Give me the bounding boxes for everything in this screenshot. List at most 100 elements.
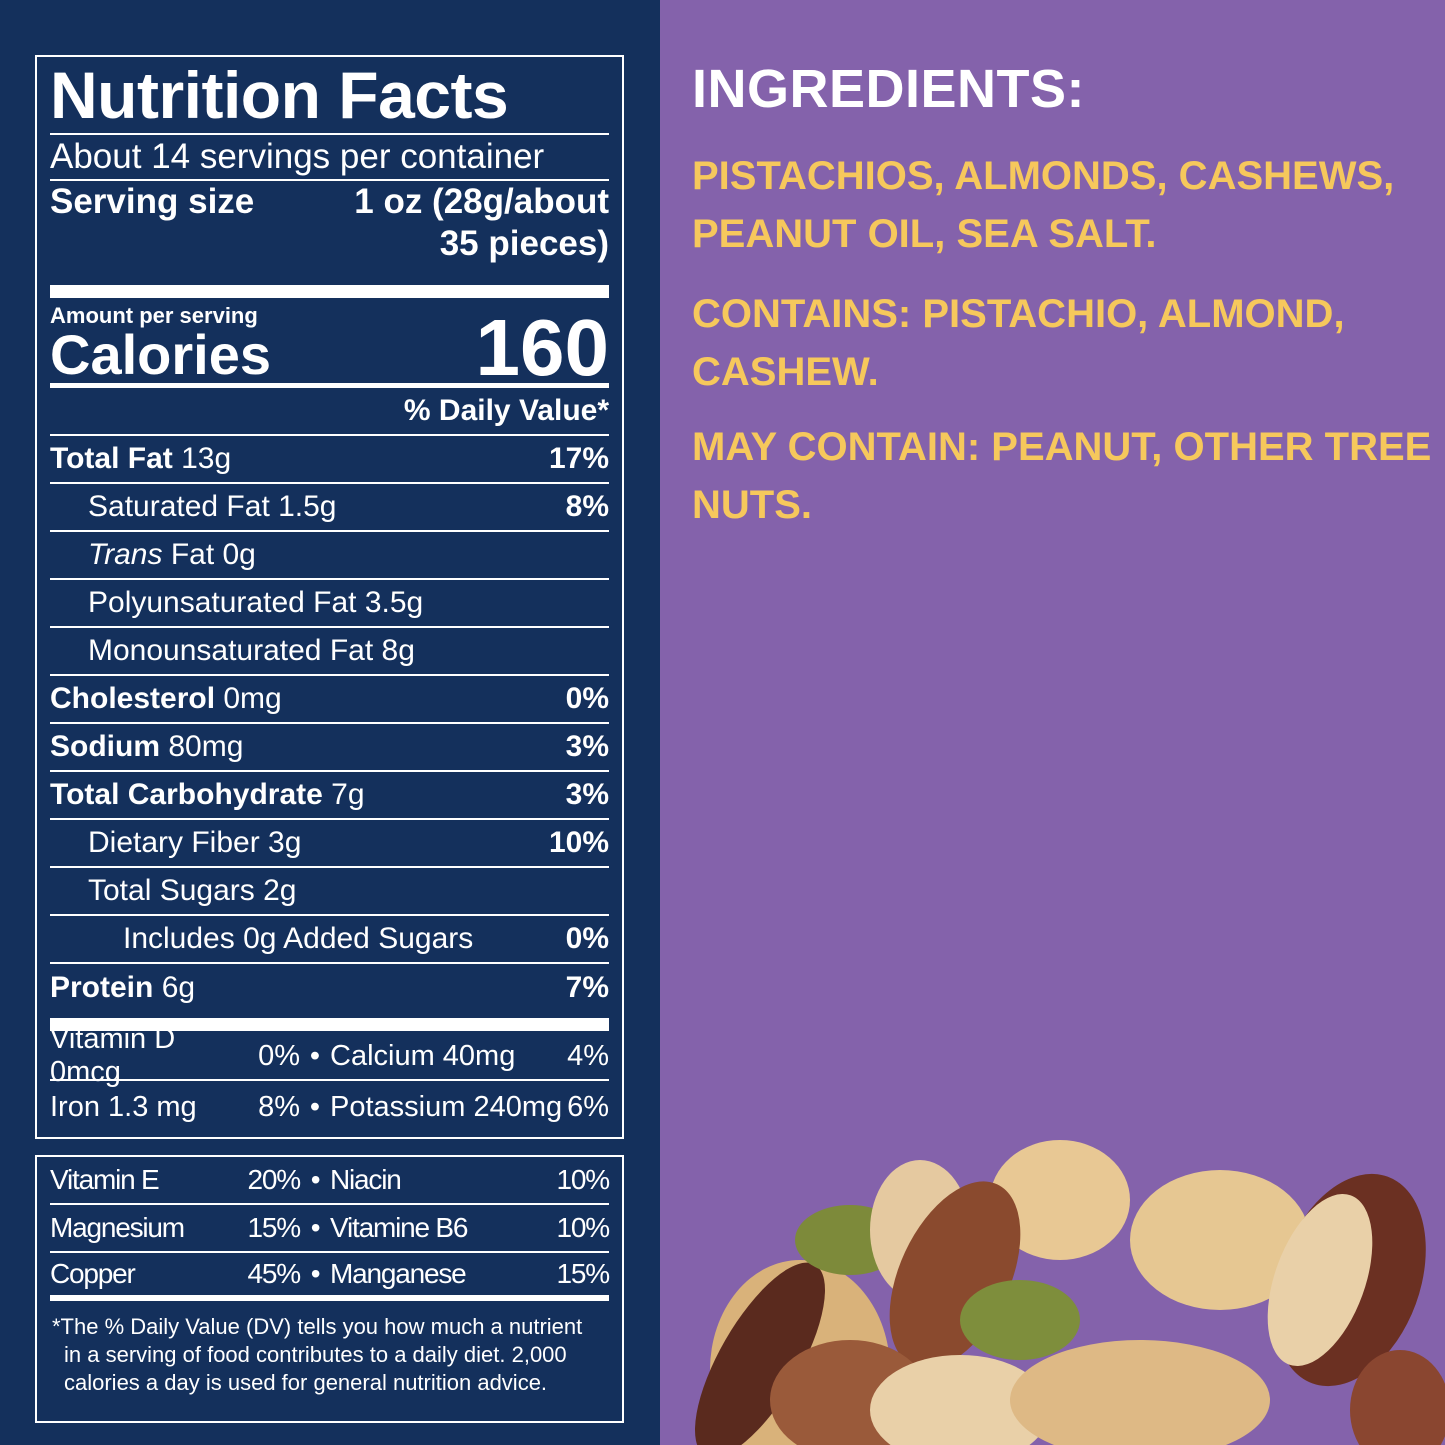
calories-label: Calories — [50, 323, 271, 386]
calories-row: Calories 160 — [50, 308, 609, 388]
nutrient-amount: 13g — [181, 442, 232, 475]
amount-per-serving: Amount per serving — [50, 303, 258, 328]
nutrition-facts-label: Nutrition Facts About 14 servings per co… — [35, 55, 624, 1139]
divider-thick — [50, 285, 609, 298]
micronutrient-row: Vitamin D 0mcg 0% • Calcium 40mg 4% — [50, 1023, 609, 1088]
bullet: • — [309, 1090, 321, 1123]
micronutrient-name: Vitamine B6 — [330, 1212, 468, 1243]
nutrient-row: Trans Fat 0g — [50, 532, 609, 580]
nutrition-panel: Nutrition Facts About 14 servings per co… — [0, 0, 660, 1445]
nutrient-dv: 8% — [565, 490, 609, 523]
nutrient-label: Total Fat 13g — [50, 442, 231, 476]
nutrient-row: Dietary Fiber 3g 10% — [50, 820, 609, 868]
daily-value-header: % Daily Value* — [50, 388, 609, 436]
nutrient-row: Protein 6g 7% — [50, 964, 609, 1012]
serving-size-value: 1 oz (28g/about — [354, 182, 609, 221]
nutrient-label: Saturated Fat 1.5g — [50, 490, 337, 524]
nutrient-label: Sodium 80mg — [50, 730, 243, 764]
micronutrient-name: Vitamin E — [50, 1164, 160, 1195]
nutrient-amount: 6g — [161, 971, 196, 1004]
nutrient-dv: 17% — [548, 442, 609, 475]
micronutrient-dv: 20% — [247, 1164, 302, 1195]
nutrition-title: Nutrition Facts — [50, 57, 609, 135]
micronutrient-name: Magnesium — [50, 1212, 185, 1243]
nutrient-name: Monounsaturated Fat 8g — [88, 634, 415, 667]
supplemental-nutrients: Vitamin E 20% • Niacin 10% Magnesium 15% • Vitam… — [35, 1155, 624, 1423]
ingredients-title: INGREDIENTS: — [692, 59, 1086, 119]
may-contain-allergens: MAY CONTAIN: PEANUT, OTHER TREE NUTS. — [692, 425, 1432, 527]
nutrient-label: Monounsaturated Fat 8g — [50, 634, 415, 668]
nutrient-dv: 3% — [565, 778, 609, 811]
micronutrient-name: Vitamin D 0mcg — [50, 1023, 176, 1088]
nutrient-label: Dietary Fiber 3g — [50, 826, 301, 860]
nutrient-amount: 0mg — [223, 682, 282, 715]
nutrient-dv: 0% — [565, 682, 609, 715]
micronutrient-name: Calcium 40mg — [330, 1039, 516, 1072]
micronutrient-row: Copper 45% • Manganese 15% — [50, 1253, 611, 1301]
nutrient-dv: 7% — [565, 971, 609, 1004]
nutrient-row: Cholesterol 0mg 0% — [50, 676, 609, 724]
micronutrient-row: Iron 1.3 mg 8% • Potassium 240mg 6% — [50, 1083, 609, 1131]
micronutrient-dv: 4% — [567, 1039, 609, 1072]
nutrient-row: Saturated Fat 1.5g 8% — [50, 484, 609, 532]
nutrient-row: Total Fat 13g 17% — [50, 436, 609, 484]
nutrient-name: Total Fat — [50, 442, 173, 475]
nutrient-row: Total Sugars 2g — [50, 868, 609, 916]
micronutrient-name: Potassium 240mg — [330, 1090, 563, 1123]
nutrient-name: Saturated Fat 1.5g — [88, 490, 337, 523]
nutrient-name: Dietary Fiber 3g — [88, 826, 302, 859]
nutrient-name: Protein — [50, 971, 154, 1004]
micronutrient-dv: 10% — [556, 1164, 611, 1195]
micronutrient-name: Manganese — [330, 1258, 467, 1289]
contains-allergens: CONTAINS: PISTACHIO, ALMOND, CASHEW. — [692, 292, 1345, 394]
nutrient-name: Sodium — [50, 730, 160, 763]
bullet: • — [309, 1039, 321, 1072]
nutrient-label: Total Carbohydrate 7g — [50, 778, 365, 812]
micronutrient-dv: 8% — [258, 1090, 300, 1123]
nutrient-name: Includes 0g Added Sugars — [123, 922, 474, 955]
footnote-line: calories a day is used for general nutri… — [64, 1370, 548, 1395]
nutrient-label: Protein 6g — [50, 971, 195, 1005]
calories-value: 160 — [475, 303, 609, 392]
nutrient-row: Polyunsaturated Fat 3.5g — [50, 580, 609, 628]
nutrient-row: Sodium 80mg 3% — [50, 724, 609, 772]
bullet: • — [310, 1212, 321, 1243]
micronutrient-dv: 0% — [258, 1039, 300, 1072]
micronutrient-dv: 10% — [556, 1212, 611, 1243]
nutrient-dv: 3% — [565, 730, 609, 763]
nutrient-name: Polyunsaturated Fat 3.5g — [88, 586, 424, 619]
bullet: • — [310, 1164, 321, 1195]
micronutrient-dv: 6% — [567, 1090, 609, 1123]
micronutrient-dv: 15% — [556, 1258, 611, 1289]
micronutrient-dv: 45% — [247, 1258, 302, 1289]
nutrient-label: Trans Fat 0g — [50, 538, 256, 572]
serving-size-label: Serving size — [50, 182, 255, 221]
nutrient-amount: Fat 0g — [170, 538, 256, 571]
nutrient-label: Polyunsaturated Fat 3.5g — [50, 586, 423, 620]
micronutrient-row: Magnesium 15% • Vitamine B6 10% — [50, 1205, 611, 1253]
nutrient-amount: 80mg — [168, 730, 244, 763]
nutrient-label: Cholesterol 0mg — [50, 682, 282, 716]
nutrient-dv: 10% — [548, 826, 609, 859]
nutrient-name: Cholesterol — [50, 682, 216, 715]
nutrient-name: Trans — [88, 538, 163, 571]
nutrient-name: Total Carbohydrate — [50, 778, 323, 811]
nutrient-amount: 7g — [331, 778, 365, 811]
micronutrient-name: Niacin — [330, 1164, 402, 1195]
footnote: *The % Daily Value (DV) tells you how mu… — [50, 1313, 609, 1397]
micronutrient-name: Iron 1.3 mg — [50, 1090, 197, 1123]
divider-thick — [50, 1018, 609, 1031]
mixed-nuts-image — [695, 1140, 1445, 1445]
servings-per-container: About 14 servings per container — [50, 135, 609, 181]
nutrient-label: Includes 0g Added Sugars — [50, 922, 473, 956]
ingredients-list: PISTACHIOS, ALMONDS, CASHEWS, PEANUT OIL… — [692, 154, 1395, 256]
nutrient-row: Total Carbohydrate 7g 3% — [50, 772, 609, 820]
nutrient-row: Monounsaturated Fat 8g — [50, 628, 609, 676]
micronutrient-dv: 15% — [247, 1212, 302, 1243]
footnote-line: in a serving of food contributes to a da… — [64, 1342, 567, 1367]
footnote-line: *The % Daily Value (DV) tells you how mu… — [52, 1314, 583, 1339]
nutrient-dv: 0% — [565, 922, 609, 955]
bullet: • — [310, 1258, 321, 1289]
nutrient-row: Includes 0g Added Sugars 0% — [50, 916, 609, 964]
micronutrient-name: Copper — [50, 1258, 136, 1289]
